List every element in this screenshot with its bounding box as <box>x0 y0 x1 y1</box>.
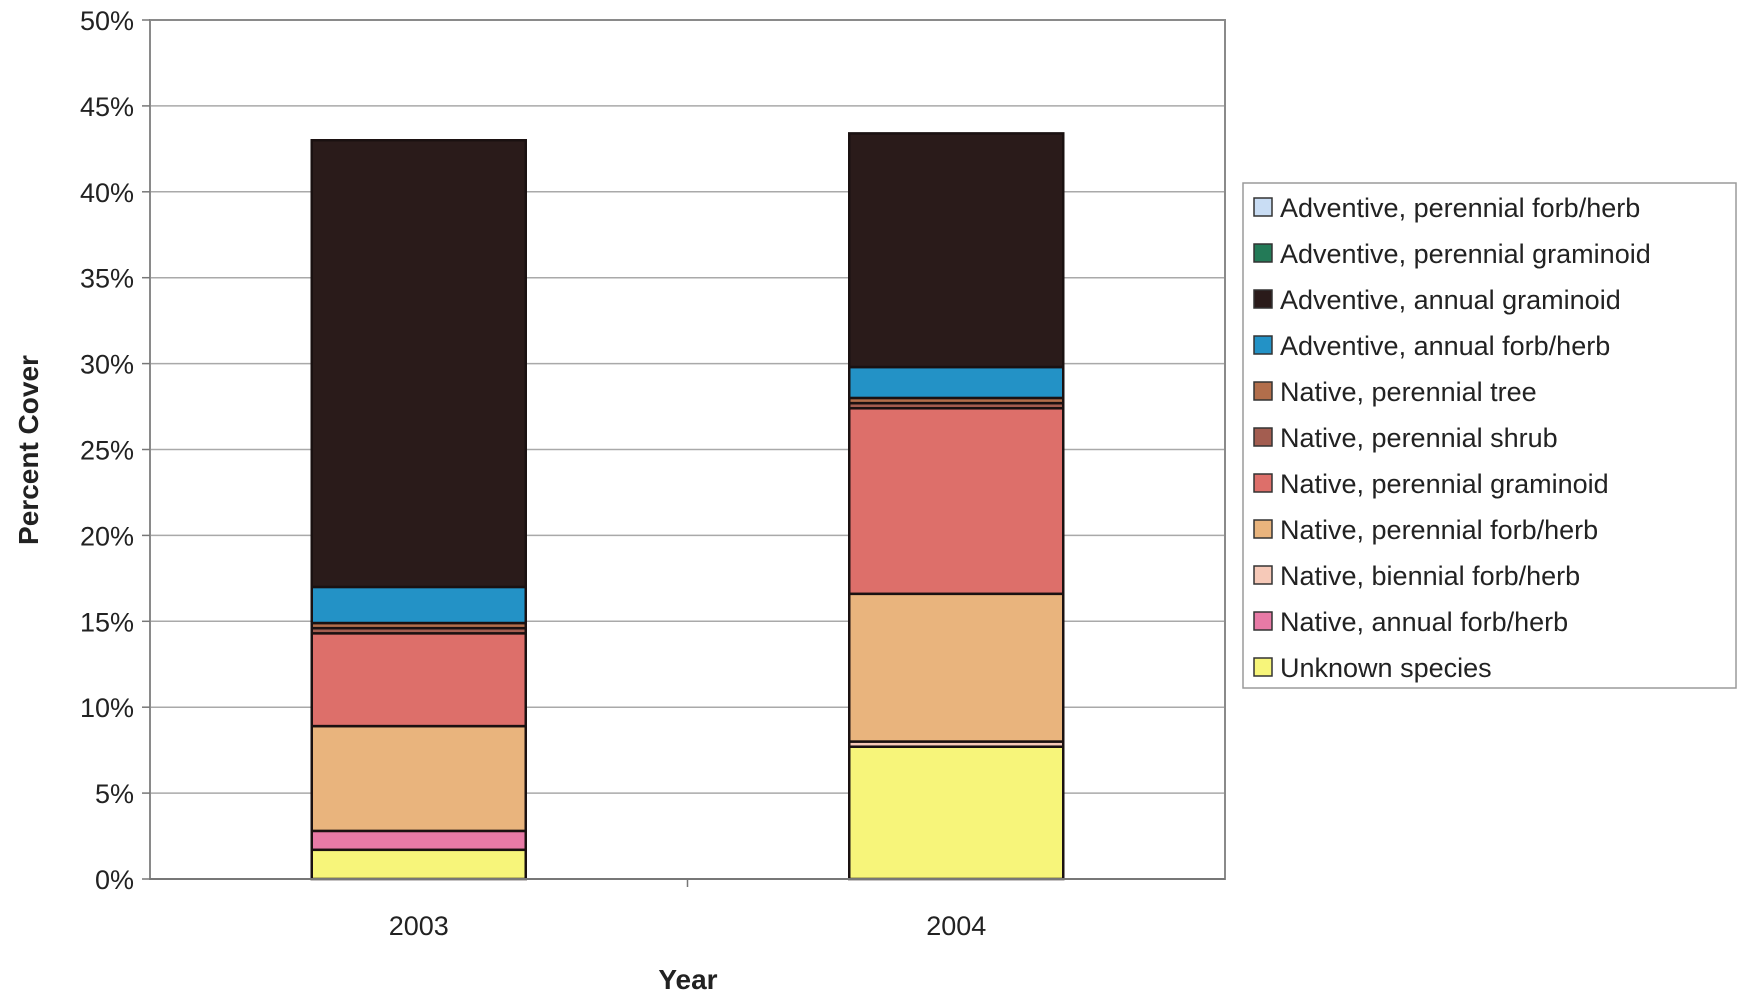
legend-label: Native, biennial forb/herb <box>1280 561 1580 591</box>
bar-segment <box>848 407 1065 596</box>
legend-swatch <box>1253 473 1273 493</box>
axes-layer: 0% 5% 10% 15% 20% 25% 30% 35% 40% 45% 50% 2003 2004 <box>80 6 1225 941</box>
y-axis-title: Percent Cover <box>13 355 44 545</box>
bar-segment <box>848 745 1065 881</box>
legend-swatch <box>1253 611 1273 631</box>
bar-segment <box>310 632 527 728</box>
y-tick-label: 20% <box>80 521 134 551</box>
legend-label: Native, perennial tree <box>1280 377 1537 407</box>
legend-box <box>1242 182 1737 689</box>
legend-swatch <box>1253 243 1273 263</box>
legend-label: Native, perennial graminoid <box>1280 469 1609 499</box>
legend-swatch <box>1253 335 1273 355</box>
legend-items: Adventive, perennial forb/herb Adventive,… <box>1253 193 1651 683</box>
y-tick-label: 15% <box>80 607 134 637</box>
legend-swatch <box>1253 197 1273 217</box>
y-tick-label: 45% <box>80 92 134 122</box>
x-tick-label: 2003 <box>389 911 449 941</box>
legend-label: Unknown species <box>1280 653 1492 683</box>
bar-segment <box>310 848 527 881</box>
bar-segment <box>848 132 1065 369</box>
y-tick-label: 10% <box>80 693 134 723</box>
bar-segment <box>310 139 527 589</box>
bar-segment <box>848 365 1065 400</box>
y-tick-label: 40% <box>80 178 134 208</box>
legend-swatch <box>1253 289 1273 309</box>
y-tick-label: 50% <box>80 6 134 36</box>
legend-swatch <box>1253 519 1273 539</box>
y-tick-label: 35% <box>80 264 134 294</box>
legend-label: Adventive, annual graminoid <box>1280 285 1621 315</box>
legend-label: Adventive, annual forb/herb <box>1280 331 1610 361</box>
bars-layer <box>310 132 1065 881</box>
legend-label: Adventive, perennial forb/herb <box>1280 193 1640 223</box>
legend: Adventive, perennial forb/herb Adventive,… <box>1242 182 1737 689</box>
x-axis-title: Year <box>658 964 717 995</box>
legend-swatch <box>1253 381 1273 401</box>
legend-swatch <box>1253 565 1273 585</box>
legend-swatch <box>1253 427 1273 447</box>
bar-segment <box>310 724 527 833</box>
x-tick-label: 2004 <box>926 911 986 941</box>
y-tick-label: 30% <box>80 350 134 380</box>
bar-segment <box>848 592 1065 743</box>
y-tick-label: 25% <box>80 436 134 466</box>
bar-segment <box>310 585 527 625</box>
y-tick-label: 0% <box>95 865 134 895</box>
legend-label: Adventive, perennial graminoid <box>1280 239 1651 269</box>
legend-label: Native, perennial forb/herb <box>1280 515 1598 545</box>
legend-label: Native, annual forb/herb <box>1280 607 1568 637</box>
legend-label: Native, perennial shrub <box>1280 423 1558 453</box>
legend-swatch <box>1253 657 1273 677</box>
bar-segment <box>310 829 527 852</box>
y-tick-label: 5% <box>95 779 134 809</box>
